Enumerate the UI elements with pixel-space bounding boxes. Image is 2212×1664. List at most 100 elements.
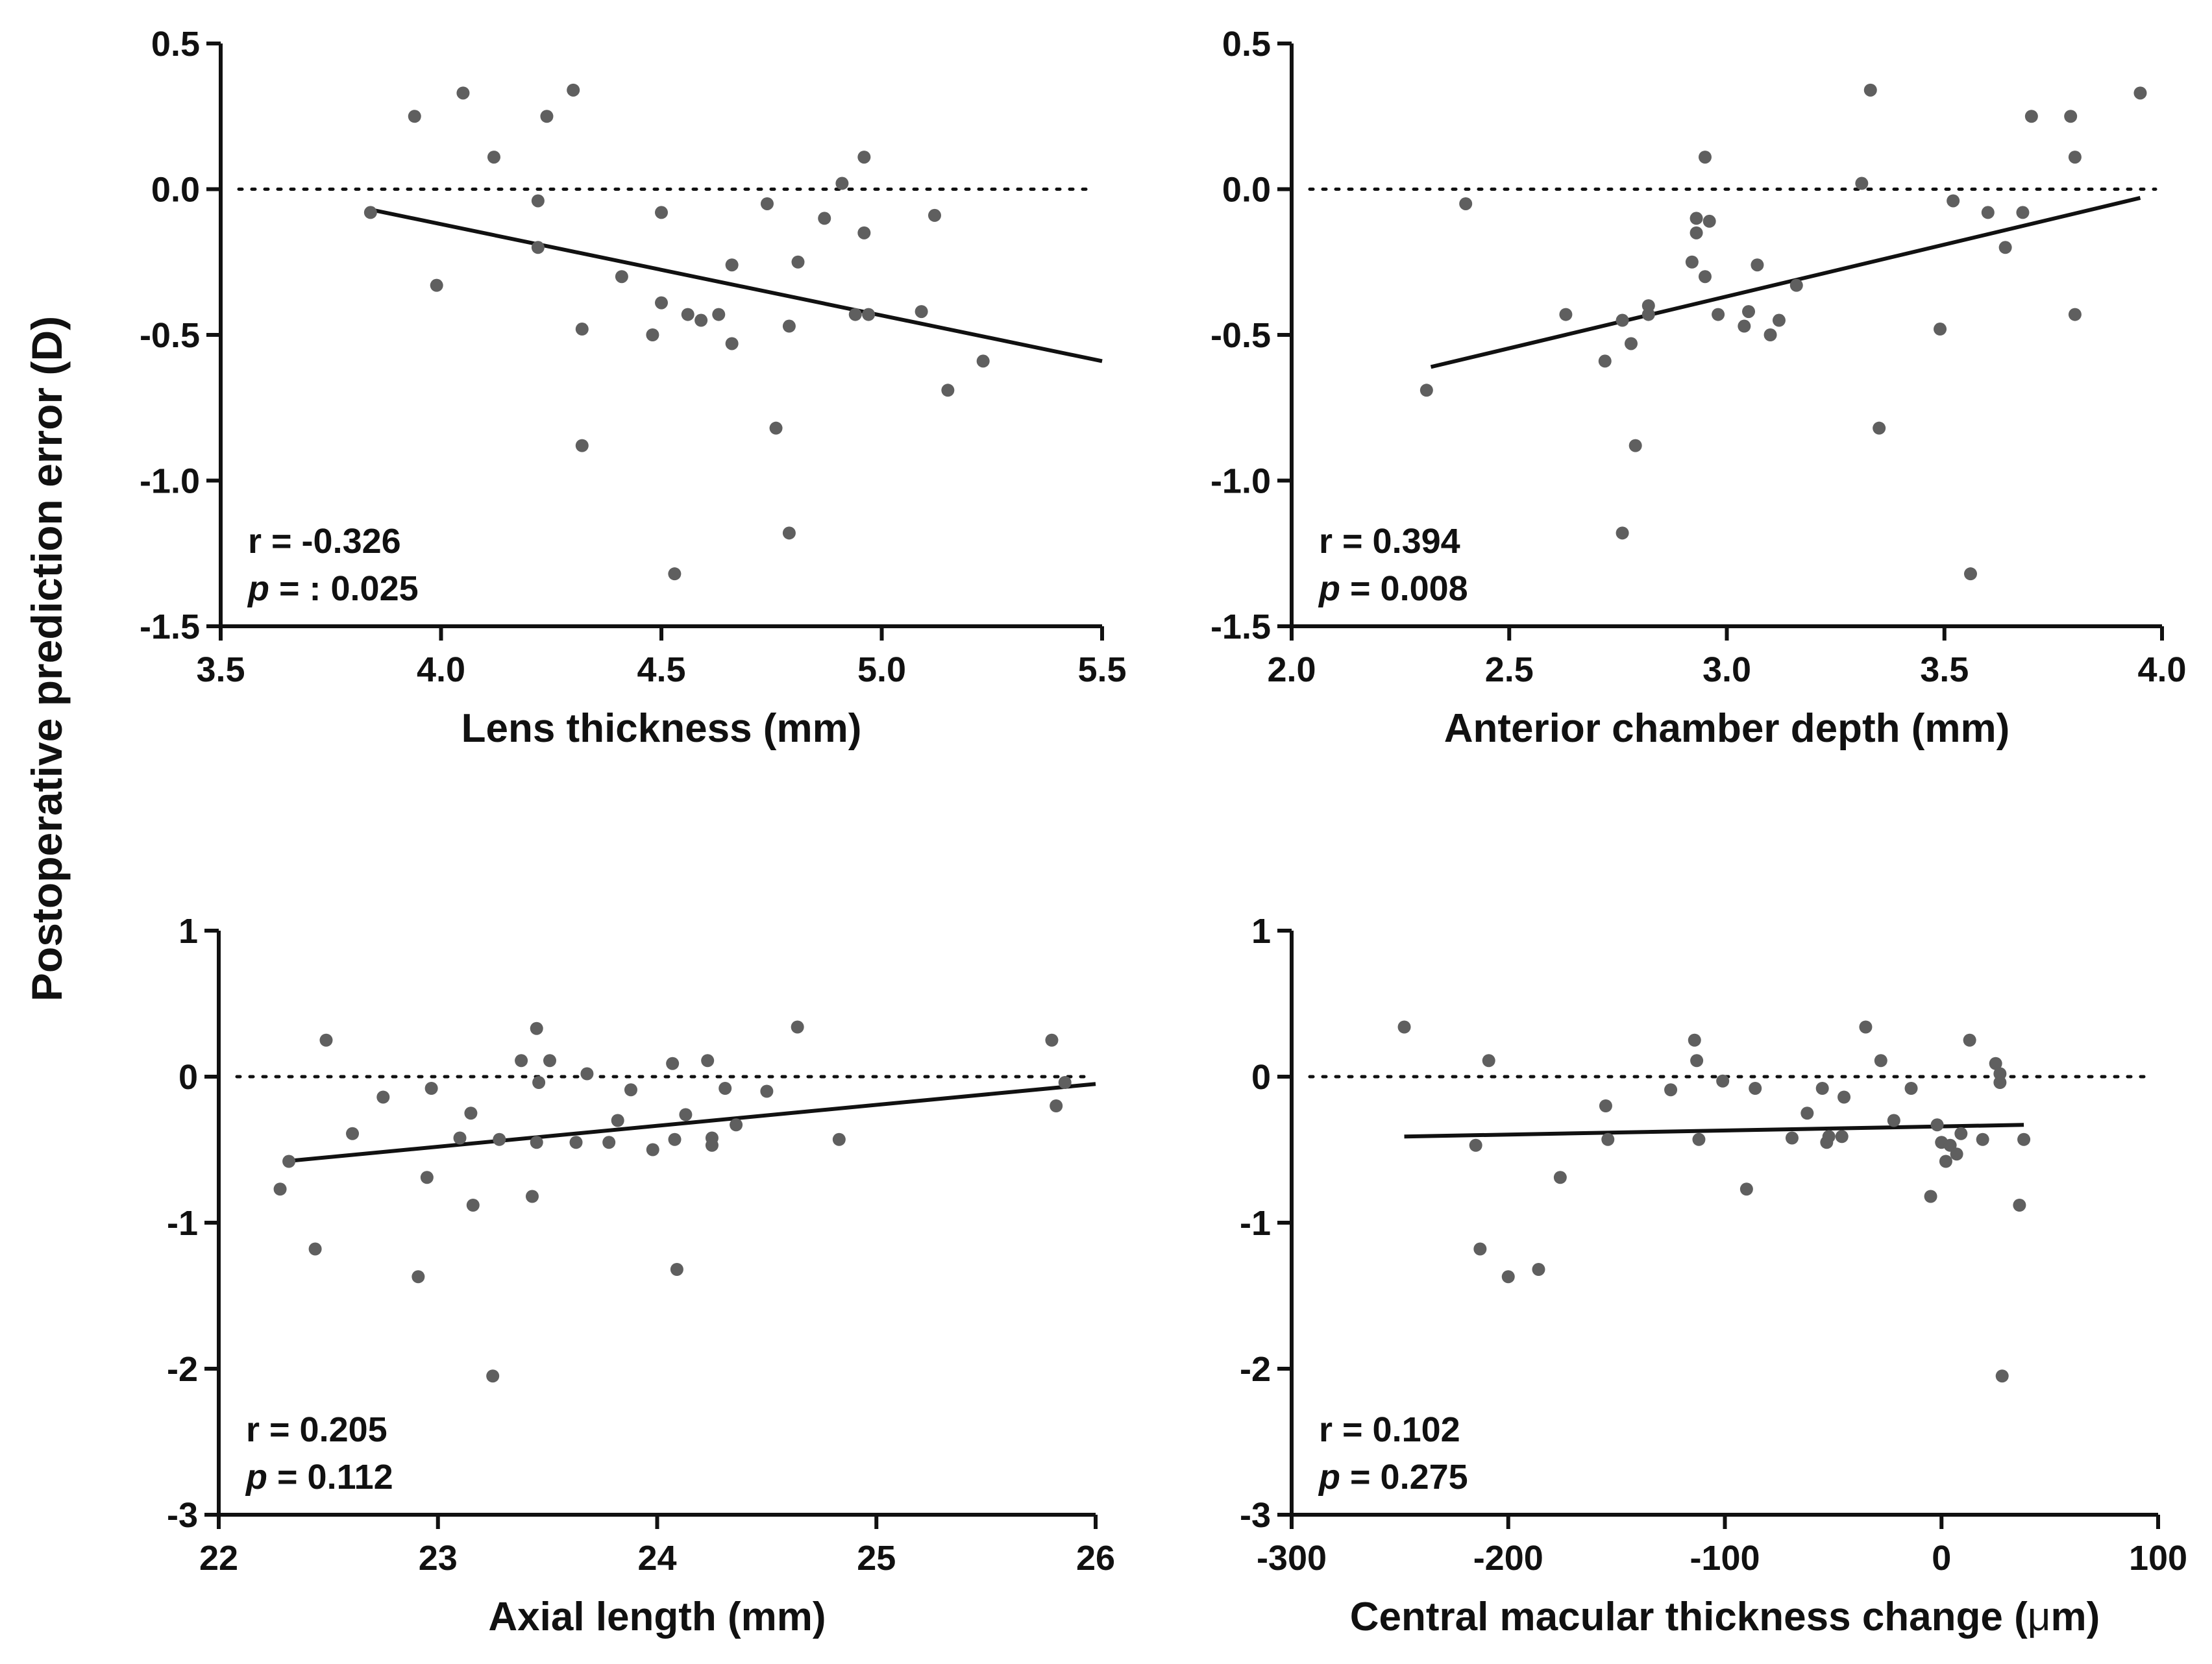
data-point	[569, 1136, 583, 1149]
data-point	[1716, 1074, 1730, 1088]
data-point	[1553, 1171, 1567, 1184]
data-point	[1482, 1054, 1495, 1068]
data-point	[1800, 1107, 1814, 1120]
data-point	[615, 270, 628, 284]
data-point	[1963, 1033, 1976, 1047]
data-point	[1742, 305, 1756, 319]
data-point	[420, 1171, 434, 1184]
data-point	[835, 177, 849, 190]
data-point	[575, 323, 589, 336]
x-axis-title: Axial length (mm)	[488, 1595, 826, 1639]
data-point	[941, 384, 955, 397]
data-point	[694, 313, 708, 327]
data-point	[1698, 270, 1712, 284]
data-point	[1963, 567, 1977, 581]
x-tick-label: 2.0	[1267, 650, 1316, 689]
data-point	[532, 1076, 546, 1089]
data-point	[791, 1020, 804, 1034]
x-axis-title: Anterior chamber depth (mm)	[1444, 706, 2010, 751]
data-point	[655, 206, 668, 219]
data-point	[1947, 194, 1960, 208]
data-point	[1739, 1182, 1753, 1196]
data-point	[976, 354, 990, 368]
y-tick-label: -0.5	[1210, 316, 1271, 355]
data-point	[2013, 1199, 2026, 1212]
data-point	[493, 1132, 506, 1146]
data-point	[928, 208, 941, 222]
data-point	[1873, 421, 1886, 435]
correlation-p: p = 0.275	[1318, 1458, 1468, 1497]
y-tick-label: -2	[167, 1350, 198, 1389]
correlation-p-symbol: p	[1318, 569, 1340, 608]
data-point	[1624, 337, 1638, 350]
data-point	[282, 1155, 296, 1168]
data-point	[857, 226, 871, 239]
data-point	[1532, 1263, 1545, 1276]
data-point	[602, 1136, 616, 1149]
data-point	[681, 308, 694, 321]
data-point	[832, 1132, 846, 1146]
data-point	[1981, 206, 1995, 219]
data-point	[530, 1022, 543, 1035]
data-point	[769, 421, 783, 435]
data-point	[1772, 313, 1786, 327]
data-point	[567, 83, 580, 97]
data-point	[791, 255, 805, 269]
x-tick-label: 100	[2129, 1539, 2187, 1578]
y-tick-label: -1.0	[140, 462, 200, 501]
data-point	[1690, 212, 1703, 225]
data-point	[1559, 308, 1573, 321]
data-point	[782, 319, 796, 333]
data-point	[308, 1242, 322, 1256]
data-point	[1599, 1099, 1612, 1112]
x-tick-label: 5.0	[857, 650, 906, 689]
data-point	[1789, 278, 1803, 292]
data-point	[1835, 1130, 1849, 1144]
correlation-p-symbol: p	[247, 569, 269, 608]
data-point	[760, 1084, 774, 1098]
data-point	[1469, 1138, 1482, 1152]
data-point	[1473, 1242, 1487, 1256]
x-tick-label: 25	[857, 1539, 896, 1578]
correlation-p-value: = 0.112	[267, 1458, 393, 1497]
data-point	[531, 194, 545, 208]
data-point	[655, 296, 668, 310]
data-point	[1763, 328, 1777, 341]
data-point	[725, 258, 739, 272]
data-point	[273, 1182, 287, 1196]
data-point	[376, 1090, 390, 1104]
data-point	[1685, 255, 1699, 269]
data-point	[1815, 1082, 1829, 1095]
data-point	[725, 337, 739, 350]
data-point	[1616, 313, 1629, 327]
x-tick-label: 4.5	[637, 650, 685, 689]
correlation-r: r = 0.394	[1319, 522, 1460, 561]
data-point	[1459, 197, 1473, 210]
data-point	[1874, 1054, 1887, 1068]
correlation-p: p = 0.008	[1318, 569, 1468, 608]
data-point	[760, 197, 774, 210]
data-point	[543, 1054, 557, 1068]
data-point	[1698, 151, 1712, 164]
y-tick-label: -2	[1240, 1350, 1271, 1389]
y-tick-label: 0	[178, 1058, 198, 1097]
data-point	[1995, 1369, 2009, 1383]
data-point	[862, 308, 876, 321]
y-tick-label: -1	[167, 1204, 198, 1243]
shared-y-axis-title: Postoperative prediction error (D)	[23, 316, 71, 1001]
data-point	[1690, 226, 1703, 239]
regression-line	[370, 207, 1103, 363]
x-tick-label: -300	[1257, 1539, 1327, 1578]
y-tick-label: -0.5	[140, 316, 200, 355]
data-point	[1628, 439, 1642, 452]
x-axis-title-mu: μ	[2028, 1595, 2051, 1639]
data-point	[1950, 1147, 1963, 1161]
data-point	[1934, 323, 1947, 336]
y-tick-label: 0.0	[1222, 171, 1271, 210]
data-point	[848, 308, 862, 321]
correlation-p-value: = : 0.025	[269, 569, 419, 608]
x-tick-label: 22	[199, 1539, 238, 1578]
data-point	[2016, 206, 2030, 219]
x-axis-title: Lens thickness (mm)	[461, 706, 862, 751]
data-point	[453, 1131, 467, 1145]
